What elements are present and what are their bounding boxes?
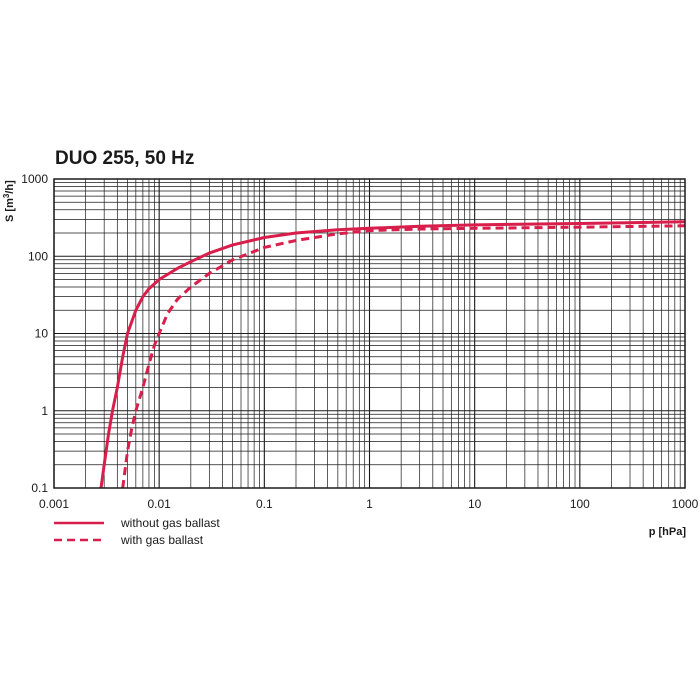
x-axis-label-unit: [hPa] [659,526,687,538]
series-layer [99,220,686,489]
y-tick-label: 0.1 [31,481,48,495]
y-tick-label: 100 [28,249,48,263]
x-tick-label: 0.001 [39,497,69,511]
x-axis-label-main: p [649,526,656,538]
y-axis-label: S [m3/h] [2,180,16,222]
chart-title: DUO 255, 50 Hz [55,148,194,169]
legend-label-with-gas-ballast: with gas ballast [120,533,204,547]
y-axis-label-main: S [4,215,16,222]
x-tick-label: 10 [468,497,482,511]
x-tick-label: 1000 [672,497,699,511]
x-axis-label: p [hPa] [649,526,687,538]
x-tick-label: 100 [570,497,590,511]
x-tick-label: 0.01 [147,497,171,511]
y-tick-label: 1 [41,404,48,418]
series-line-without-gas-ballast [99,220,686,489]
legend: without gas ballast with gas ballast [54,516,220,547]
y-axis-label-unit: [m [4,198,16,212]
grid [53,179,685,489]
y-tick-label: 1000 [21,172,48,186]
y-axis-label-unit-rest: /h] [4,180,16,194]
plot-frame [53,178,686,489]
y-axis-label-unit-exponent: 3 [2,193,11,198]
x-tick-label: 0.1 [256,497,273,511]
y-tick-label: 10 [35,327,49,341]
tick-labels: 0.001 0.01 0.1 1 10 100 1000 0.1 1 10 100 1000 [21,172,698,511]
x-tick-label: 1 [366,497,373,511]
legend-label-without-gas-ballast: without gas ballast [120,516,220,530]
